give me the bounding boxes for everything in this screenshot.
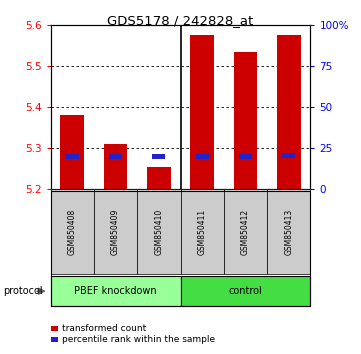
Bar xyxy=(147,167,171,189)
Text: GSM850412: GSM850412 xyxy=(241,209,250,255)
Text: protocol: protocol xyxy=(4,286,43,296)
Text: control: control xyxy=(229,286,262,296)
Bar xyxy=(152,154,165,159)
Bar xyxy=(66,154,79,159)
Bar xyxy=(190,35,214,189)
Bar xyxy=(104,144,127,189)
Text: transformed count: transformed count xyxy=(62,324,146,333)
Text: percentile rank within the sample: percentile rank within the sample xyxy=(62,335,215,344)
Bar xyxy=(282,153,295,158)
Text: GSM850409: GSM850409 xyxy=(111,209,120,255)
Bar xyxy=(60,115,84,189)
Text: GSM850408: GSM850408 xyxy=(68,209,77,255)
Bar xyxy=(234,52,257,189)
Text: GDS5178 / 242828_at: GDS5178 / 242828_at xyxy=(107,14,254,27)
Text: GSM850410: GSM850410 xyxy=(155,209,163,255)
Text: PBEF knockdown: PBEF knockdown xyxy=(74,286,157,296)
Bar xyxy=(277,35,301,189)
Text: GSM850411: GSM850411 xyxy=(198,209,206,255)
Bar xyxy=(196,154,209,159)
Text: GSM850413: GSM850413 xyxy=(284,209,293,255)
Bar xyxy=(109,154,122,159)
Bar xyxy=(239,154,252,159)
